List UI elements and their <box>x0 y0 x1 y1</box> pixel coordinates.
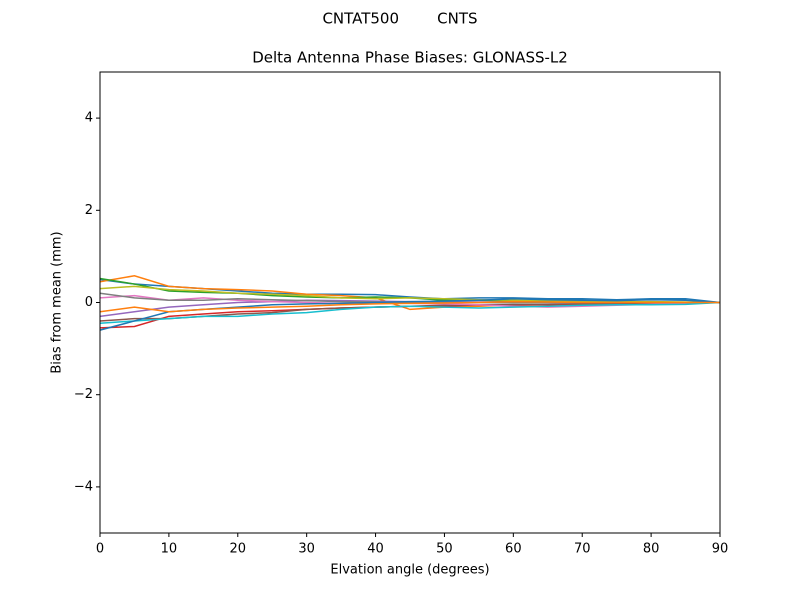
y-tick-label: −4 <box>74 479 93 494</box>
x-tick-label: 70 <box>574 542 591 557</box>
chart-title: Delta Antenna Phase Biases: GLONASS-L2 <box>252 49 568 67</box>
y-tick-label: −2 <box>74 387 93 402</box>
x-tick-label: 80 <box>643 542 660 557</box>
x-tick-label: 20 <box>230 542 247 557</box>
series-line <box>99 285 721 304</box>
series-line <box>99 300 720 313</box>
y-tick-label: 2 <box>85 203 93 218</box>
x-tick-label: 50 <box>436 542 453 557</box>
x-tick-label: 60 <box>505 542 522 557</box>
x-tick-label: 30 <box>298 542 315 557</box>
y-axis-label: Bias from mean (mm) <box>50 231 65 373</box>
series-line <box>99 301 721 324</box>
x-tick-label: 90 <box>712 542 729 557</box>
x-tick-label: 10 <box>161 542 178 557</box>
y-tick-label: 4 <box>85 111 93 126</box>
x-tick-label: 0 <box>96 542 104 557</box>
suptitle: CNTAT500 CNTS <box>322 10 477 28</box>
y-tick-label: 0 <box>85 295 93 310</box>
x-tick-label: 40 <box>367 542 384 557</box>
x-axis-label: Elvation angle (degrees) <box>330 563 489 578</box>
